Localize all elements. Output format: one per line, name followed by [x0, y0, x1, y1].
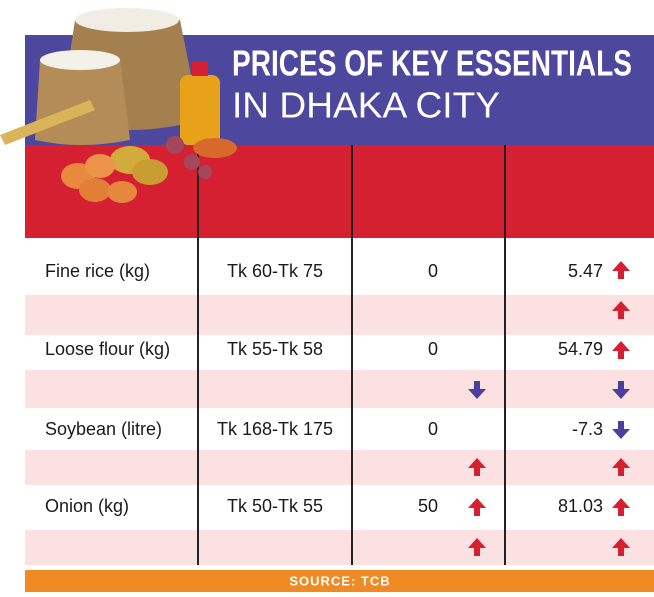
- change-value: 0: [428, 419, 438, 439]
- change-percent: 5.47: [568, 261, 603, 281]
- item: Soybean (litre): [45, 419, 162, 439]
- table: Fine rice (kg) Tk 60-Tk 75 0 5.47 Loose flou…: [45, 261, 603, 516]
- item: Fine rice (kg): [45, 261, 150, 281]
- item: Loose flour (kg): [45, 339, 170, 359]
- price-range: Tk 168-Tk 175: [217, 419, 333, 439]
- change-value: 50: [418, 496, 438, 516]
- food-illustration: [0, 8, 237, 203]
- price-range: Tk 60-Tk 75: [227, 261, 323, 281]
- stripe: [25, 295, 654, 335]
- change-value: 0: [428, 261, 438, 281]
- subtitle: IN DHAKA CITY: [232, 85, 500, 126]
- price-range: Tk 50-Tk 55: [227, 496, 323, 516]
- source: SOURCE: TCB: [289, 573, 390, 588]
- item: Onion (kg): [45, 496, 129, 516]
- change-value: 0: [428, 339, 438, 359]
- stripe: [25, 450, 654, 485]
- change-percent: 54.79: [558, 339, 603, 359]
- change-percent: 81.03: [558, 496, 603, 516]
- title: PRICES OF KEY ESSENTIALS: [232, 43, 632, 84]
- change-percent: -7.3: [572, 419, 603, 439]
- column-dividers: [197, 145, 506, 565]
- stripe: [25, 530, 654, 565]
- stripe: [25, 370, 654, 408]
- price-range: Tk 55-Tk 58: [227, 339, 323, 359]
- footer-band: [25, 570, 654, 592]
